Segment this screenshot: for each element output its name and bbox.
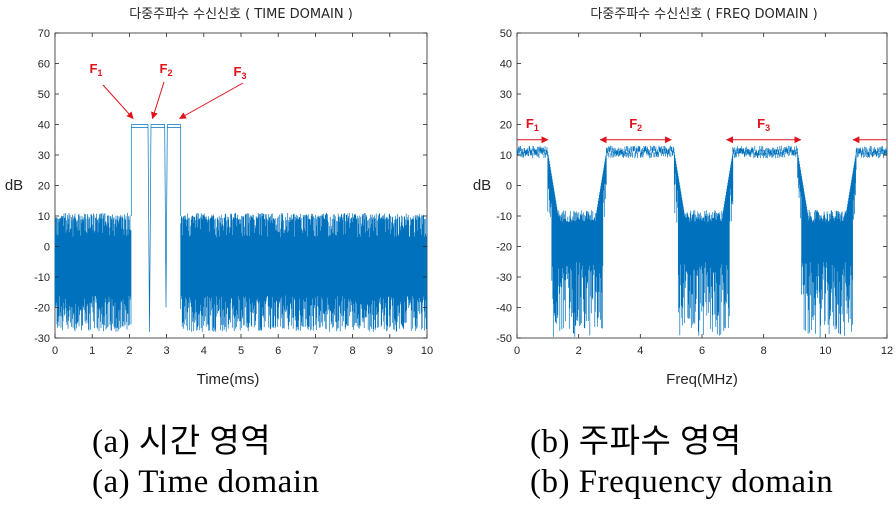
time-annotation-arrow <box>151 81 165 120</box>
time-x-axis-label: Time(ms) <box>197 371 260 388</box>
freq-ytick-label: -10 <box>496 211 512 223</box>
freq-ytick-label: -30 <box>496 272 512 284</box>
freq-xtick-label: 8 <box>761 345 767 357</box>
time-xtick-label: 7 <box>312 345 318 357</box>
time-ytick-label: 70 <box>38 28 50 40</box>
time-ytick-label: 60 <box>38 59 50 71</box>
freq-ytick-label: 0 <box>506 181 512 193</box>
freq-ytick-label: -20 <box>496 242 512 254</box>
time-y-axis: -30 -20 -10 0 10 20 30 40 50 60 70 <box>34 28 427 345</box>
caption-b-korean: (b) 주파수 영역 <box>530 424 742 460</box>
freq-signal-trace <box>516 145 888 338</box>
time-ytick-label: -20 <box>34 303 50 315</box>
freq-ytick-label: -50 <box>496 333 512 345</box>
time-xtick-label: 6 <box>275 345 281 357</box>
freq-ytick-label: 50 <box>500 28 512 40</box>
time-xtick-label: 5 <box>238 345 244 357</box>
freq-x-axis-label: Freq(MHz) <box>666 371 738 388</box>
freq-ytick-label: -40 <box>496 303 512 315</box>
freq-xtick-label: 2 <box>576 345 582 357</box>
freq-ytick-label: 40 <box>500 59 512 71</box>
time-xtick-label: 2 <box>126 345 132 357</box>
freq-ytick-label: 20 <box>500 120 512 132</box>
freq-annotation-subscript: 2 <box>637 123 642 133</box>
time-xtick-label: 0 <box>52 345 58 357</box>
time-annotation-subscript: 2 <box>167 68 172 78</box>
time-ytick-label: 10 <box>38 211 50 223</box>
time-ytick-label: -30 <box>34 333 50 345</box>
time-xtick-label: 4 <box>201 345 207 357</box>
time-domain-chart: 다중주파수 수신신호 ( TIME DOMAIN ) -30-20-100102… <box>5 7 433 388</box>
freq-xtick-label: 4 <box>637 345 643 357</box>
freq-x-axis: 0 2 4 6 8 10 12 <box>514 33 893 357</box>
freq-signal-series <box>516 145 888 338</box>
time-xtick-label: 8 <box>350 345 356 357</box>
time-signal-trace <box>54 124 428 332</box>
time-ytick-label: 0 <box>44 242 50 254</box>
frequency-domain-chart: 다중주파수 수신신호 ( FREQ DOMAIN ) -50-40-30-20-… <box>473 7 893 388</box>
time-y-axis-label: dB <box>5 177 23 194</box>
time-annotation-arrow <box>179 82 244 119</box>
time-x-axis: 0 1 2 3 4 5 6 7 8 9 10 <box>52 33 433 357</box>
time-xtick-label: 9 <box>387 345 393 357</box>
freq-y-axis-label: dB <box>473 177 491 194</box>
caption-a-english: (a) Time domain <box>92 464 320 500</box>
freq-y-axis: -50 -40 -30 -20 -10 0 10 20 30 40 50 <box>496 28 887 345</box>
freq-xtick-label: 12 <box>881 345 893 357</box>
freq-ytick-label: 30 <box>500 89 512 101</box>
time-xtick-label: 10 <box>421 345 433 357</box>
caption-a-korean: (a) 시간 영역 <box>92 424 272 460</box>
time-xtick-label: 1 <box>89 345 95 357</box>
freq-xtick-label: 0 <box>514 345 520 357</box>
time-ytick-label: 50 <box>38 89 50 101</box>
time-ytick-label: 30 <box>38 150 50 162</box>
time-ytick-label: -10 <box>34 272 50 284</box>
time-signal-series <box>54 124 428 332</box>
time-annotation-arrow <box>102 84 134 120</box>
freq-ytick-label: 10 <box>500 150 512 162</box>
time-xtick-label: 3 <box>164 345 170 357</box>
time-ytick-label: 40 <box>38 120 50 132</box>
time-ytick-label: 20 <box>38 181 50 193</box>
time-annotation-subscript: 3 <box>241 71 246 81</box>
freq-annotation-subscript: 1 <box>534 123 539 133</box>
caption-b-english: (b) Frequency domain <box>530 464 834 500</box>
freq-xtick-label: 6 <box>699 345 705 357</box>
freq-chart-title: 다중주파수 수신신호 ( FREQ DOMAIN ) <box>590 7 817 22</box>
freq-xtick-label: 10 <box>819 345 831 357</box>
freq-annotation-subscript: 3 <box>765 123 770 133</box>
time-chart-title: 다중주파수 수신신호 ( TIME DOMAIN ) <box>129 7 353 22</box>
time-annotation-subscript: 1 <box>97 68 102 78</box>
